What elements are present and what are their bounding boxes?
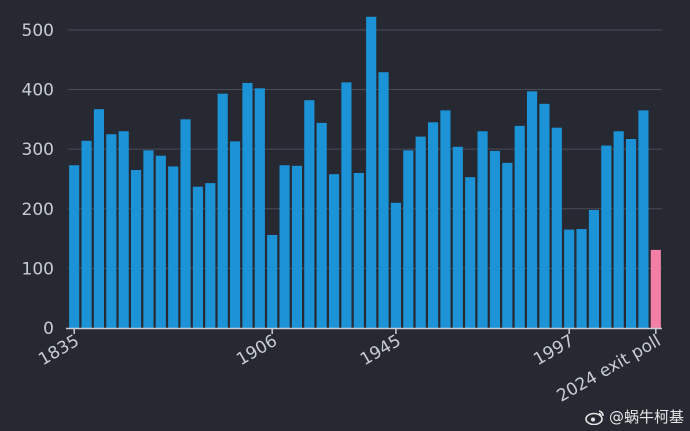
- bar-1895: [242, 82, 253, 328]
- bar-1900: [254, 88, 265, 328]
- bar-2019: [638, 110, 649, 329]
- x-tick-label: 1997: [530, 331, 577, 370]
- bar-2017: [625, 138, 637, 328]
- weibo-icon: [585, 409, 604, 425]
- bar-1874: [180, 119, 191, 328]
- bar-1923: [328, 174, 340, 328]
- bar-1906: [267, 234, 278, 328]
- bar-1955: [427, 122, 439, 329]
- y-tick-label: 200: [22, 200, 54, 220]
- bar-1852: [118, 131, 129, 328]
- bar-2015: [613, 131, 624, 328]
- bar-1910-dec: [291, 165, 303, 328]
- bar-1859: [143, 150, 154, 328]
- bar-1931: [366, 16, 377, 329]
- y-tick-label: 100: [22, 259, 54, 279]
- bar-2024-exit-poll: [650, 249, 661, 328]
- bar-1865: [155, 155, 166, 328]
- bar-1892: [229, 141, 241, 328]
- bar-1837: [81, 140, 92, 328]
- y-tick-label: 400: [22, 81, 54, 101]
- watermark-text: @蜗牛柯基: [608, 408, 684, 426]
- bar-1868: [168, 166, 179, 328]
- bar-1910-jan: [279, 165, 290, 328]
- bar-1951: [415, 136, 426, 328]
- grid-layer: [68, 29, 662, 269]
- bar-2010: [601, 145, 612, 328]
- bar-1970: [477, 131, 488, 328]
- bar-1992: [551, 127, 562, 328]
- bar-1979: [514, 125, 525, 328]
- bar-1841: [93, 109, 105, 328]
- bar-1918: [304, 100, 315, 328]
- bar-1835: [69, 165, 80, 328]
- bar-2005: [588, 209, 600, 328]
- bar-1924: [341, 82, 352, 329]
- y-tick-label: 0: [43, 319, 54, 339]
- bar-1950: [403, 150, 414, 328]
- axis-layer: [66, 327, 662, 334]
- bar-layer: [69, 16, 661, 329]
- bar-1922: [316, 122, 327, 329]
- y-tick-label: 300: [22, 140, 54, 160]
- bar-1974-oct: [502, 162, 513, 328]
- bar-1987: [539, 103, 550, 328]
- bar-2001: [576, 229, 587, 328]
- bar-1880: [192, 186, 204, 328]
- x-tick-label: 1906: [233, 331, 280, 370]
- bar-1964: [452, 146, 463, 328]
- bar-1945: [390, 202, 402, 328]
- bar-1966: [465, 177, 476, 328]
- watermark: @蜗牛柯基: [585, 406, 684, 427]
- bar-1929: [353, 172, 364, 328]
- bar-1885: [205, 183, 216, 328]
- bar-1959: [440, 110, 451, 329]
- bar-1847: [106, 134, 117, 328]
- bar-1983: [526, 91, 538, 328]
- bar-1857: [130, 170, 142, 328]
- bar-1886: [217, 93, 228, 329]
- x-tick-label: 1945: [357, 331, 404, 370]
- bar-1974-feb: [489, 150, 501, 328]
- y-tick-label: 500: [22, 21, 54, 41]
- bar-1997: [564, 229, 575, 328]
- bar-1935: [378, 72, 389, 328]
